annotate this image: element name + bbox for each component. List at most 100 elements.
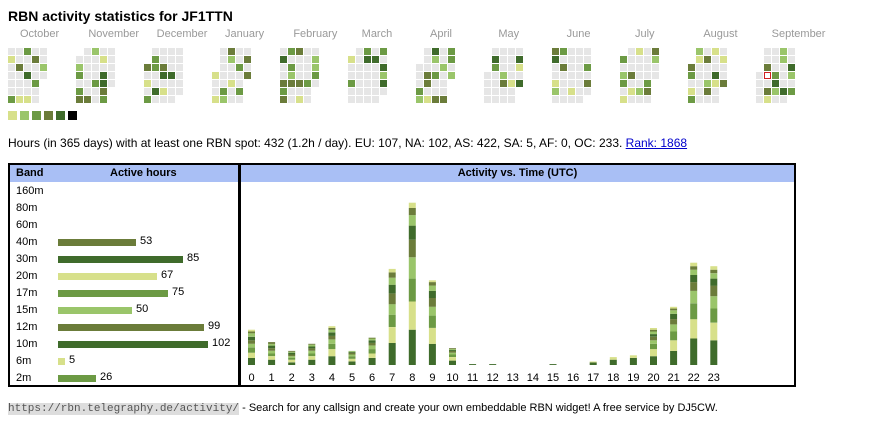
heatmap-cell: [484, 96, 491, 103]
heatmap-cell: [152, 96, 159, 103]
hour-bar-10: [449, 360, 456, 365]
time-chart-header: Activity vs. Time (UTC): [241, 165, 794, 182]
hour-tick-label: 14: [527, 372, 539, 384]
hour-bar-20: [650, 336, 657, 341]
heatmap-cell: [712, 72, 719, 79]
heatmap-cell: [704, 96, 711, 103]
hour-tick-label: 0: [248, 372, 254, 384]
hour-bar-9: [428, 280, 436, 283]
heatmap-cell: [432, 88, 439, 95]
band-row-30m: 30m 85: [10, 251, 238, 268]
heatmap-cell: [168, 56, 175, 63]
heatmap-cell: [644, 80, 651, 87]
heatmap-cell: [508, 64, 515, 71]
heatmap-cell: [312, 80, 319, 87]
heatmap-cell: [228, 96, 235, 103]
heatmap-cell: [348, 96, 355, 103]
heatmap-cell: [704, 80, 711, 87]
heatmap-cell: [788, 80, 795, 87]
heatmap-cell: [772, 48, 779, 55]
band-name: 15m: [16, 304, 38, 316]
legend-swatch-level2: [20, 111, 29, 120]
heatmap-cell: [636, 64, 643, 71]
band-column-header: Band: [16, 167, 44, 179]
heatmap-cell: [696, 72, 703, 79]
heatmap-cell: [84, 48, 91, 55]
heatmap-cell: [356, 48, 363, 55]
heatmap-cell: [356, 72, 363, 79]
heatmap-cell: [620, 56, 627, 63]
hour-bar-0: [248, 347, 255, 353]
heatmap-cell: [764, 48, 771, 55]
heatmap-cell: [168, 80, 175, 87]
heatmap-cell: [16, 72, 23, 79]
heatmap-cell: [560, 96, 567, 103]
heatmap-cell: [628, 96, 635, 103]
heatmap-cell: [620, 88, 627, 95]
heatmap-cell: [380, 80, 387, 87]
hour-bar-10: [449, 352, 456, 355]
heatmap-cell: [780, 80, 787, 87]
hour-tick-label: 18: [607, 372, 619, 384]
hour-tick-label: 9: [429, 372, 435, 384]
band-row-40m: 40m 53: [10, 234, 238, 251]
heatmap-cell: [144, 96, 151, 103]
hour-bar-0: [248, 340, 255, 344]
hour-bar-7: [388, 293, 396, 305]
heatmap-cell: [236, 96, 243, 103]
heatmap-cell: [92, 96, 99, 103]
heatmap-cell: [500, 88, 507, 95]
heatmap-cell: [652, 72, 659, 79]
hour-bar-4: [328, 332, 336, 336]
hour-bar-4: [328, 326, 336, 328]
heatmap-cell: [220, 72, 227, 79]
hour-bar-5: [348, 354, 356, 357]
heatmap-cell: [712, 96, 719, 103]
heatmap-cell: [704, 64, 711, 71]
band-table-header: Band Active hours: [10, 165, 238, 182]
heatmap-cell: [508, 48, 515, 55]
heatmap-cell: [372, 56, 379, 63]
heatmap-cell: [492, 80, 499, 87]
heatmap-cell: [236, 64, 243, 71]
heatmap-cell: [788, 64, 795, 71]
heatmap-cell: [416, 64, 423, 71]
hour-bar-6: [368, 342, 376, 346]
band-name: 2m: [16, 372, 32, 384]
heatmap-cell: [356, 64, 363, 71]
heatmap-cell: [380, 88, 387, 95]
hour-bar-7: [388, 304, 396, 315]
footer-link[interactable]: https://rbn.telegraphy.de/activity/: [8, 403, 240, 415]
heatmap-cell: [628, 56, 635, 63]
hours-column-header: Active hours: [110, 167, 177, 179]
heatmap-cell: [644, 96, 651, 103]
rank-link[interactable]: Rank: 1868: [625, 136, 688, 150]
heatmap-cell: [764, 88, 771, 95]
heatmap-cell: [772, 88, 779, 95]
heatmap-cell: [688, 72, 695, 79]
heatmap-cell: [552, 72, 559, 79]
heatmap-cell: [108, 80, 115, 87]
hour-bar-4: [328, 329, 336, 333]
heatmap-cell: [636, 80, 643, 87]
heatmap-cell: [160, 72, 167, 79]
hour-bar-21: [670, 331, 678, 341]
hour-bar-3: [308, 359, 316, 365]
heatmap-cell: [220, 88, 227, 95]
hour-bar-10: [449, 348, 456, 350]
hour-bar-22: [690, 266, 698, 270]
heatmap-cell: [288, 80, 295, 87]
heatmap-cell: [788, 72, 795, 79]
heatmap-cell: [280, 88, 287, 95]
heatmap-cell: [288, 72, 295, 79]
hour-bar-21: [670, 306, 678, 309]
hour-tick-label: 20: [647, 372, 659, 384]
band-name: 20m: [16, 270, 38, 282]
hour-bar-7: [388, 314, 396, 327]
hour-bar-8: [408, 239, 416, 258]
heatmap-cell: [160, 64, 167, 71]
heatmap-cell: [152, 80, 159, 87]
heatmap-cell: [720, 48, 727, 55]
hour-bar-1: [268, 359, 276, 365]
heatmap-cell: [432, 72, 439, 79]
